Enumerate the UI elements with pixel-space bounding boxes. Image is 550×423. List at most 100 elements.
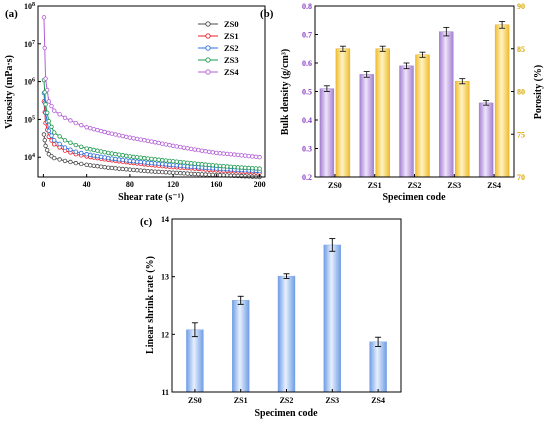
panel-a-data-point-zs2 bbox=[145, 160, 151, 165]
panel-a-data-point-zs2 bbox=[109, 156, 115, 161]
panel-a-data-point-zs2 bbox=[98, 154, 104, 159]
panel-a-data-point-zs3 bbox=[239, 165, 244, 170]
panel-a-data-point-zs0 bbox=[43, 143, 48, 149]
panel-a-data-point-zs3 bbox=[242, 165, 248, 170]
panel-a-data-point-zs3 bbox=[185, 160, 190, 166]
panel-a-data-point-zs4 bbox=[43, 76, 48, 81]
panel-a-data-point-zs2 bbox=[167, 162, 172, 167]
panel-c-category-label: ZS2 bbox=[280, 396, 294, 405]
panel-a-data-point-zs4 bbox=[88, 126, 93, 131]
panel-c-shrink-bar bbox=[231, 300, 250, 393]
panel-a-data-point-zs0 bbox=[246, 174, 251, 179]
panel-a-legend-marker bbox=[205, 21, 211, 27]
panel-a-data-point-zs0 bbox=[102, 164, 107, 170]
panel-a-data-point-zs4 bbox=[221, 151, 226, 156]
panel-a-data-point-zs3 bbox=[152, 157, 158, 162]
panel-a-data-point-zs3 bbox=[127, 154, 133, 159]
panel-a-data-point-zs3 bbox=[253, 166, 259, 171]
panel-c-x-axis-label: Specimen code bbox=[254, 408, 318, 419]
panel-a-data-point-zs2 bbox=[160, 161, 165, 167]
panel-a-data-point-zs4 bbox=[91, 126, 97, 132]
panel-b-category-label: ZS2 bbox=[408, 181, 422, 190]
panel-a-data-point-zs3 bbox=[109, 151, 115, 156]
panel-a-data-point-zs4 bbox=[44, 87, 50, 93]
panel-a-data-point-zs3 bbox=[188, 160, 194, 166]
panel-a-data-point-zs0 bbox=[68, 159, 73, 165]
panel-a-data-point-zs3 bbox=[224, 164, 230, 169]
panel-a-data-point-zs4 bbox=[239, 153, 244, 158]
panel-a-data-point-zs0 bbox=[149, 169, 154, 174]
panel-a-data-point-zs2 bbox=[84, 152, 89, 157]
panel-a-data-point-zs4 bbox=[127, 135, 133, 140]
panel-a-data-point-zs4 bbox=[160, 141, 165, 146]
panel-a-data-point-zs3 bbox=[134, 155, 140, 160]
panel-a-x-tick-label: 120 bbox=[167, 180, 179, 189]
panel-a-data-point-zs3 bbox=[131, 154, 136, 160]
panel-a-data-point-zs4 bbox=[214, 150, 219, 156]
panel-a-data-point-zs4 bbox=[203, 149, 208, 154]
panel-a-data-point-zs0 bbox=[145, 168, 151, 174]
panel-b-left-tick-label: 0.2 bbox=[302, 173, 312, 182]
panel-a-data-point-zs4 bbox=[124, 134, 129, 140]
panel-a-data-point-zs4 bbox=[42, 45, 47, 51]
panel-a-data-point-zs0 bbox=[131, 167, 136, 173]
panel-a-data-point-zs2 bbox=[185, 164, 190, 169]
panel-a-data-point-zs3 bbox=[68, 140, 73, 145]
panel-a-data-point-zs0 bbox=[217, 172, 223, 178]
panel-b-left-tick-label: 0.5 bbox=[302, 88, 312, 97]
panel-a-y-tick-label: 104 bbox=[24, 153, 35, 162]
panel-a-data-point-zs4 bbox=[116, 133, 122, 138]
panel-a-data-point-zs4 bbox=[73, 120, 79, 126]
panel-a-data-point-zs3 bbox=[170, 159, 176, 164]
panel-a-data-point-zs4 bbox=[232, 152, 237, 157]
panel-a-label: (a) bbox=[5, 8, 18, 20]
panel-a-data-point-zs2 bbox=[163, 162, 169, 167]
panel-a-data-point-zs3 bbox=[116, 152, 122, 157]
panel-a-data-point-zs2 bbox=[88, 152, 93, 158]
panel-a-data-point-zs2 bbox=[120, 157, 125, 163]
panel-b-category-label: ZS4 bbox=[487, 181, 501, 190]
panel-a-data-point-zs3 bbox=[217, 163, 223, 169]
panel-a-data-point-zs2 bbox=[113, 156, 118, 162]
panel-b-porosity-bar bbox=[415, 54, 430, 178]
panel-a-data-point-zs3 bbox=[102, 149, 107, 155]
panel-a-data-point-zs4 bbox=[170, 143, 176, 149]
panel-a-legend-label: ZS0 bbox=[224, 19, 239, 29]
panel-a-data-point-zs2 bbox=[68, 147, 73, 152]
panel-b-porosity-bar bbox=[494, 24, 510, 178]
panel-a-data-point-zs0 bbox=[124, 167, 129, 172]
panel-b-density-bar bbox=[399, 65, 414, 178]
panel-a-data-point-zs4 bbox=[196, 147, 201, 153]
panel-a-y-tick-label: 108 bbox=[24, 2, 35, 11]
panel-a-data-point-zs0 bbox=[178, 170, 183, 176]
panel-a-data-point-zs3 bbox=[235, 165, 241, 170]
panel-a-data-point-zs4 bbox=[257, 155, 262, 160]
panel-a-data-point-zs2 bbox=[181, 163, 187, 169]
panel-a-data-point-zs3 bbox=[203, 162, 208, 167]
panel-a-data-point-zs3 bbox=[106, 150, 111, 156]
panel-a-legend-marker bbox=[205, 69, 211, 75]
panel-a-data-point-zs3 bbox=[156, 157, 161, 162]
panel-b-label: (b) bbox=[260, 8, 274, 20]
panel-a-data-point-zs0 bbox=[52, 155, 57, 161]
panel-c-y-axis-label: Linear shrink rate (%) bbox=[145, 256, 156, 354]
panel-a-data-point-zs3 bbox=[196, 161, 201, 167]
panel-a-data-point-zs4 bbox=[178, 144, 183, 150]
panel-a-data-point-zs2 bbox=[138, 159, 143, 165]
panel-a-y-tick-label: 106 bbox=[24, 78, 35, 87]
panel-a-data-point-zs0 bbox=[116, 166, 122, 171]
panel-a-data-point-zs2 bbox=[188, 164, 194, 169]
panel-a-data-point-zs4 bbox=[109, 131, 115, 136]
panel-a-data-point-zs4 bbox=[242, 153, 248, 158]
panel-a-data-point-zs2 bbox=[57, 141, 62, 147]
panel-a-data-point-zs0 bbox=[98, 164, 104, 169]
panel-a-legend-label: ZS3 bbox=[224, 55, 239, 65]
panel-b-porosity-bar bbox=[455, 81, 470, 178]
panel-a-x-tick-label: 160 bbox=[210, 180, 222, 189]
panel-a-data-point-zs3 bbox=[88, 147, 93, 152]
panel-a-data-point-zs4 bbox=[41, 15, 47, 20]
panel-a-data-point-zs4 bbox=[174, 144, 179, 149]
panel-a-data-point-zs0 bbox=[192, 171, 197, 177]
panel-a-data-point-zs0 bbox=[152, 169, 158, 174]
panel-a-data-point-zs4 bbox=[57, 112, 62, 117]
